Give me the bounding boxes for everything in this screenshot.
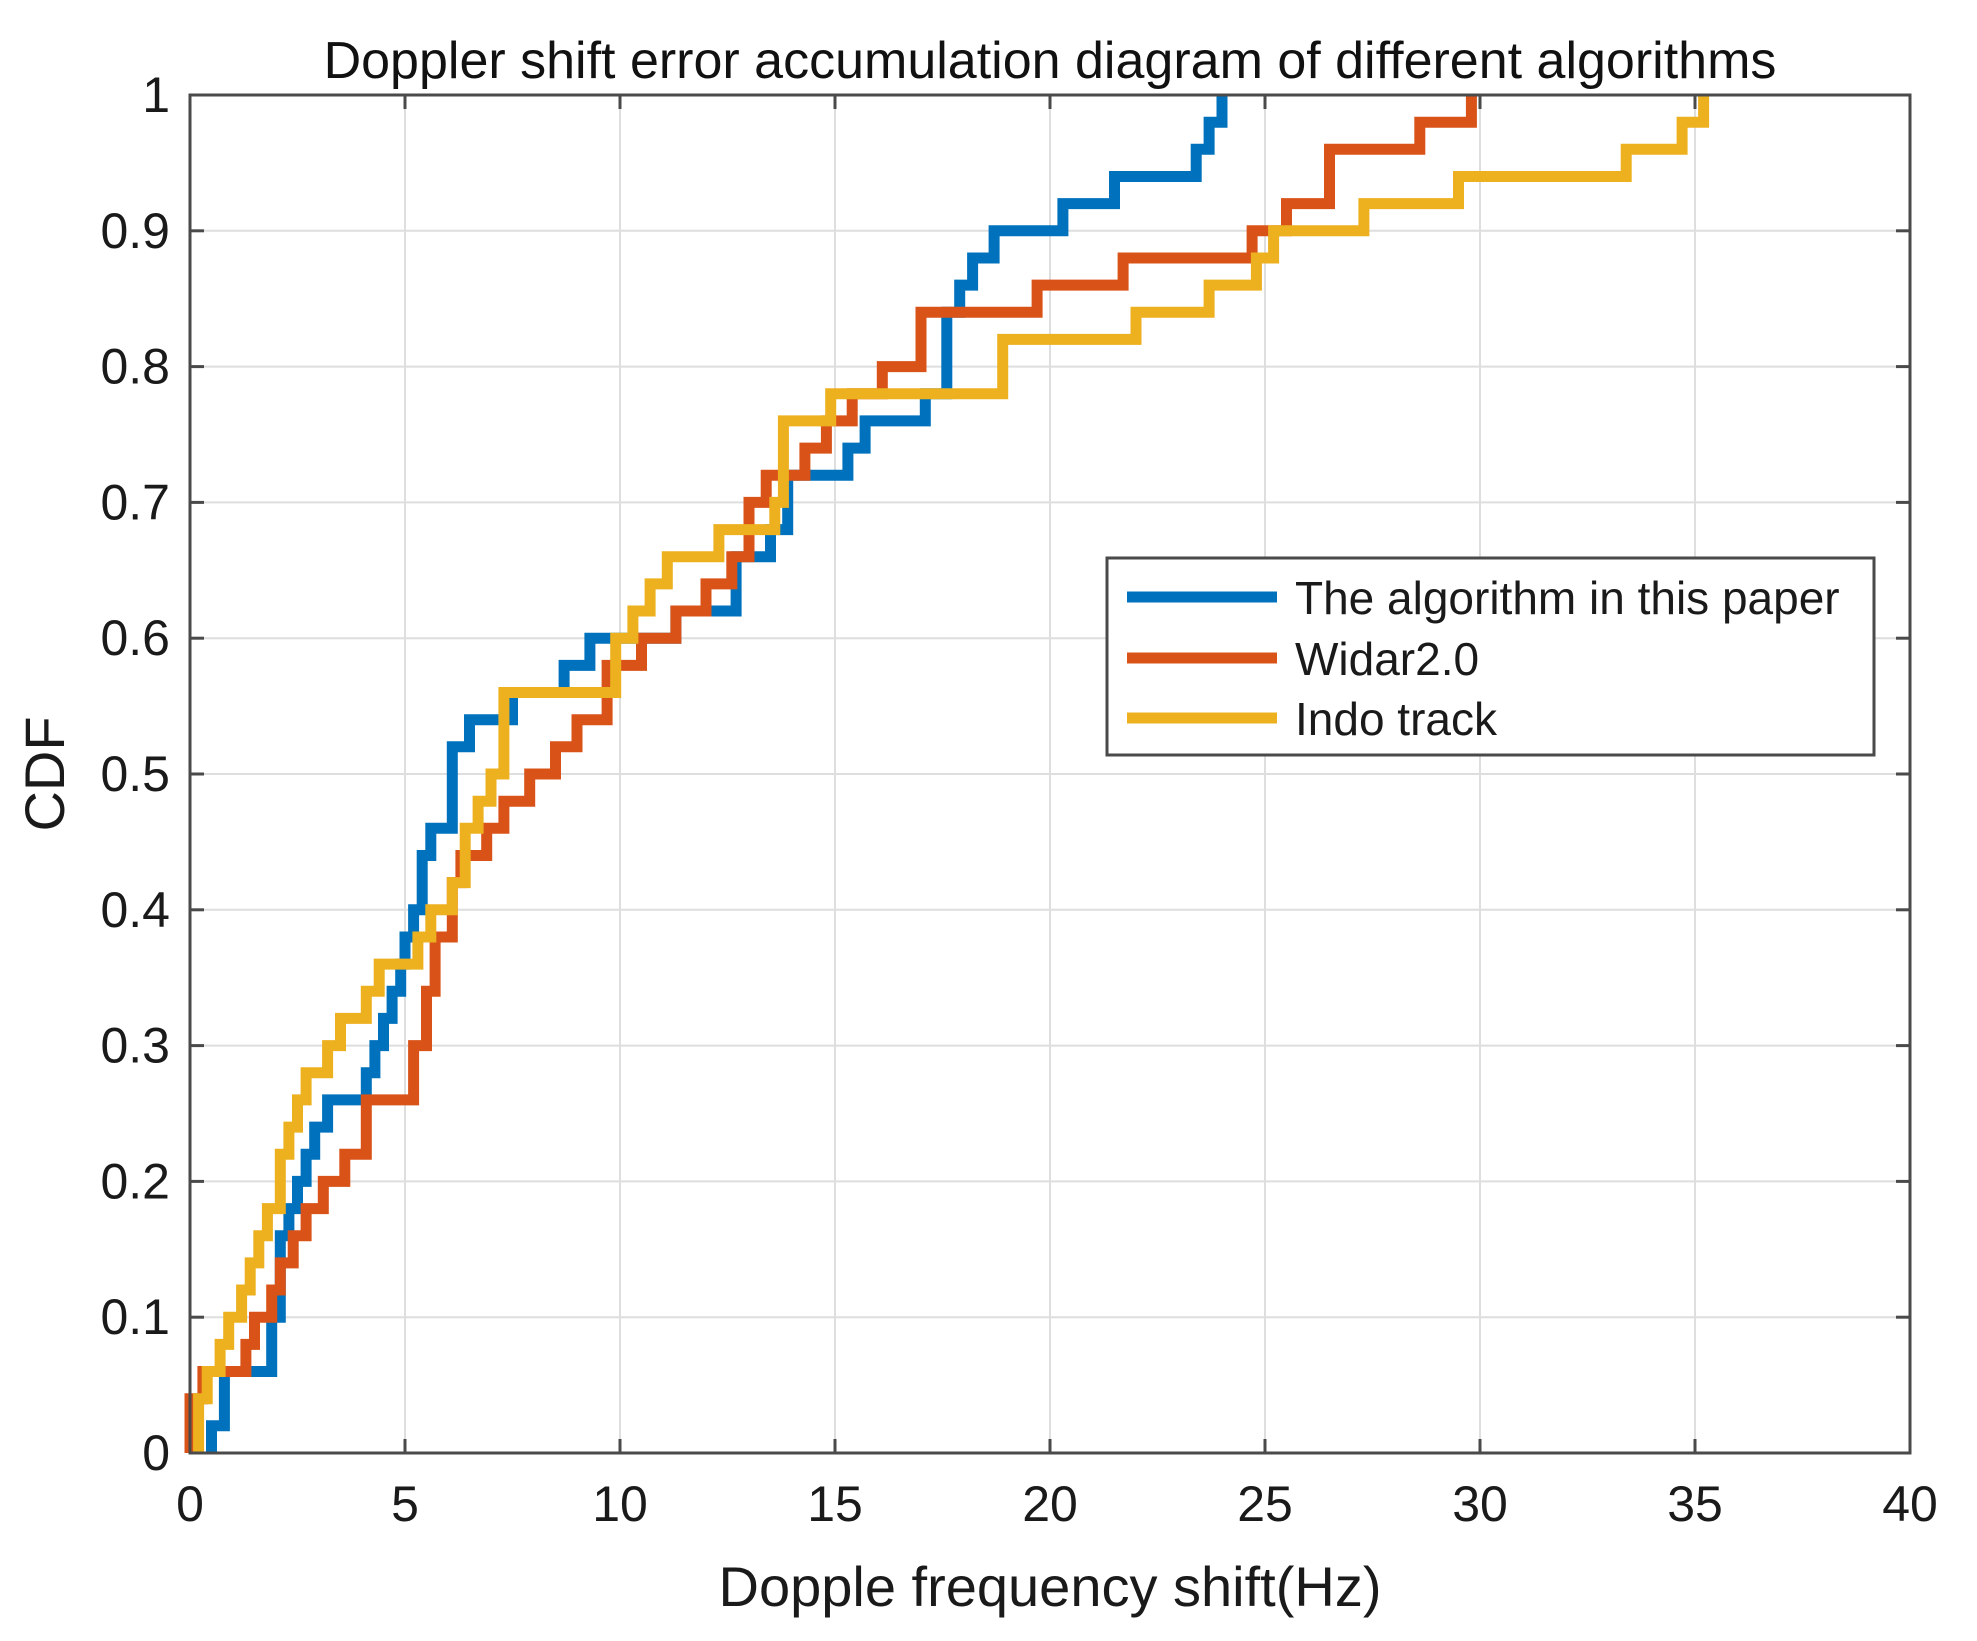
y-tick-label: 1: [142, 67, 170, 123]
y-tick-label: 0.2: [100, 1153, 170, 1209]
chart-title: Doppler shift error accumulation diagram…: [324, 32, 1777, 90]
tick-layer: 0 5 10 15 20 25 30 35 40 0 0.1 0.2 0.3 0.4 0.5 0.6 0.7 0.…: [100, 67, 1937, 1532]
legend: The algorithm in this paper Widar2.0 Ind…: [1105, 556, 1876, 757]
series-line-widar2: [184, 95, 1477, 1453]
x-axis-title: Dopple frequency shift(Hz): [719, 1555, 1382, 1618]
series-line-indo-track: [193, 95, 1710, 1453]
y-tick-label: 0.9: [100, 203, 170, 259]
x-tick-label: 25: [1237, 1476, 1293, 1532]
y-tick-label: 0.8: [100, 339, 170, 395]
x-tick-label: 30: [1452, 1476, 1508, 1532]
y-tick-label: 0.4: [100, 882, 170, 938]
series-layer: [184, 95, 1710, 1453]
legend-label-widar2: Widar2.0: [1295, 633, 1479, 685]
y-tick-label: 0: [142, 1425, 170, 1481]
y-tick-label: 0.7: [100, 474, 170, 530]
x-tick-label: 0: [176, 1476, 204, 1532]
x-tick-label: 40: [1882, 1476, 1938, 1532]
x-tick-label: 15: [807, 1476, 863, 1532]
x-tick-label: 5: [391, 1476, 419, 1532]
x-tick-label: 35: [1667, 1476, 1723, 1532]
y-tick-label: 0.6: [100, 610, 170, 666]
y-axis-title: CDF: [13, 716, 76, 831]
x-tick-label: 20: [1022, 1476, 1078, 1532]
legend-label-indo-track: Indo track: [1295, 693, 1498, 745]
x-tick-label: 10: [592, 1476, 648, 1532]
y-tick-label: 0.3: [100, 1018, 170, 1074]
y-tick-label: 0.5: [100, 746, 170, 802]
y-tick-label: 0.1: [100, 1289, 170, 1345]
legend-label-algorithm-in-this-paper: The algorithm in this paper: [1295, 572, 1840, 624]
